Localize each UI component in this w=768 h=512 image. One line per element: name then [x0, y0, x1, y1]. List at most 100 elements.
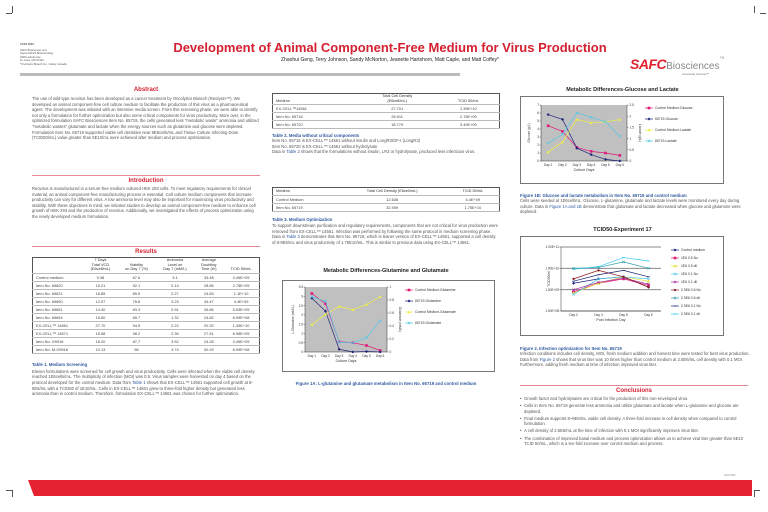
table-cell: 26.86 [194, 305, 224, 314]
marker-x [310, 295, 314, 299]
legend-label: 65719-Glutamine [415, 299, 441, 303]
table-cell: 6.99E+08 [223, 313, 260, 322]
y-tick-label: 1.00E+09 [545, 288, 559, 292]
y2-tick-label: 0.4 [390, 324, 395, 328]
table-header-row: Medium Total Cell Density (E6cell/mL) TCID… [272, 187, 500, 196]
marker-triangle [597, 281, 600, 285]
marker-square [310, 292, 314, 295]
marker-square [604, 151, 607, 155]
table-cell: 3.52 [155, 337, 195, 346]
x-tick-label: Day 5 [601, 163, 610, 167]
figure1-link[interactable]: Figure 1A and 1B [549, 203, 582, 209]
table-cell: Item No. 65720 [272, 120, 357, 130]
y-axis-label: TCID50/ml [547, 271, 551, 287]
y-tick-label: 1.00E+10 [545, 267, 559, 271]
marker-square [647, 106, 651, 110]
marker-diamond [572, 281, 575, 285]
marker-x [407, 321, 411, 325]
table-row: Item No. 65716 26.911 2.78E+09 [272, 112, 500, 122]
y-tick-label: 4 [537, 127, 539, 131]
marker-diamond [546, 113, 550, 117]
table-cell: 14.40 [83, 305, 118, 314]
marker-x [647, 282, 650, 286]
marker-x [647, 277, 650, 281]
table-cell: 18.779 [356, 120, 438, 130]
results-section: Results 7 Days Total VCD (E6cell/mL) Viab… [32, 246, 260, 397]
table-row: EX-CELL™14561 27.701 1.39E+10 [272, 104, 500, 114]
marker-x [673, 272, 677, 276]
table-cell: 92.1 [117, 281, 156, 290]
table-cell: Item No. 65719 [272, 203, 338, 212]
marker-x [618, 134, 622, 138]
legend-label: Control Medium-Glutamate [415, 310, 456, 314]
y2-tick-label: 2.5 [630, 103, 635, 107]
series-2-5e6-0-5-no [572, 269, 650, 289]
table-cell: 1.39E+10 [437, 104, 500, 114]
legend-label: 1E6 0.1 dil [681, 280, 697, 284]
table2-link[interactable]: Table 2 [286, 149, 300, 155]
table-row: Item No. G9916 16.20 87.7 3.52 24.28 3.49E+09 [32, 337, 260, 346]
table-cell: 4.4E+09 [446, 195, 500, 204]
table-cell: 3.49E+09 [437, 120, 500, 130]
y-tick-label: 0.5 [299, 341, 304, 345]
table-cell: 3.1 [155, 273, 195, 282]
header-divider [20, 73, 460, 76]
table-cell: 6.99E+08 [223, 345, 260, 354]
table-cell: 2.22 [155, 321, 195, 330]
table2-section: Medium Total Cell Density (E6cell/mL) TCID… [272, 93, 500, 155]
series-line [573, 270, 649, 282]
marker-x [597, 280, 600, 284]
legend-label: 2.5E6 0.5 dil [681, 296, 700, 300]
table-row: Control medium 9.38 67.6 3.1 33.48 3.49E+09 [32, 273, 260, 282]
table-cell: 87.7 [117, 337, 156, 346]
series-2-5e6-0-1-no [572, 270, 650, 282]
marker-x [572, 288, 575, 292]
marker-diamond [351, 350, 355, 354]
table3-link[interactable]: Table 3 [286, 234, 300, 240]
table-cell: 3.49E+09 [223, 273, 260, 282]
x-tick-label: Day 6 [616, 163, 625, 167]
table-header-row: 7 Days Total VCD (E6cell/mL) Viability on… [32, 257, 260, 274]
footer-bar [28, 480, 752, 496]
table-cell: 94.5 [117, 321, 156, 330]
table-cell: 2.78E+09 [437, 112, 500, 122]
marker-circle [597, 269, 600, 272]
series-line [311, 297, 381, 353]
table-cell: 9.38 [83, 273, 118, 282]
table1-link[interactable]: Table 1 [132, 379, 146, 385]
y-tick-label: 2 [537, 143, 539, 147]
marker-triangle [365, 303, 368, 306]
marker-x [604, 120, 607, 124]
introduction-text: Reovirus is manufactured in a serum-free… [32, 186, 256, 219]
table-cell: EX-CELL™ 14571 [32, 329, 84, 338]
table-cell: 24.82 [194, 313, 224, 322]
abstract-text: The use of wild-type reovirus has been d… [32, 96, 259, 141]
table-cell: 6.96E+09 [223, 329, 260, 338]
figure2-link[interactable]: Figure 2 [539, 356, 555, 362]
chart-glutamine-glutamate: 0 0.5 1 1.5 2 2.5 3 3.5 0 0.2 0.4 0.6 0.8 1 Day 1 Day 2… [282, 280, 495, 372]
y2-axis-label: Glutamate (mM/L) [398, 307, 402, 333]
marker-triangle [647, 279, 650, 283]
column-header: TCID 50/mL [437, 93, 500, 106]
table-cell: 27.701 [356, 104, 438, 114]
series-line [573, 270, 649, 288]
figure1b-section: Figure 1B: Glucose and lactate metabolis… [520, 193, 750, 215]
chart-title-glutamine: Metabolic Differences-Glutamine and Glut… [323, 268, 449, 274]
y-tick-label: 1.5 [299, 322, 304, 326]
conclusion-item: A cell density of 2.5E6/mL at the time o… [520, 428, 748, 434]
x-tick-label: Day 1 [308, 354, 317, 358]
marker-triangle [310, 323, 314, 326]
conclusions-list: Growth factor and hydrolysates are criti… [520, 396, 748, 447]
table-cell: 34.47 [194, 297, 224, 306]
x-tick-label: Day 1 [544, 163, 553, 167]
x-tick-label: Day 5 [362, 354, 371, 358]
table3-caption: Table 3. Medium Optimization [272, 217, 333, 222]
series-65719-glutamate [310, 295, 382, 345]
marker-x [575, 111, 579, 115]
y-tick-label: 1.00E+08 [545, 309, 559, 313]
legend-label: 65719-Lactate [655, 139, 677, 143]
legend-label: Control Medium-Glutamine [415, 288, 456, 292]
column-header: TCID 50/mL [223, 257, 260, 274]
series-line [573, 277, 649, 291]
table-row: Item No. 65720 18.779 3.49E+09 [272, 120, 500, 130]
